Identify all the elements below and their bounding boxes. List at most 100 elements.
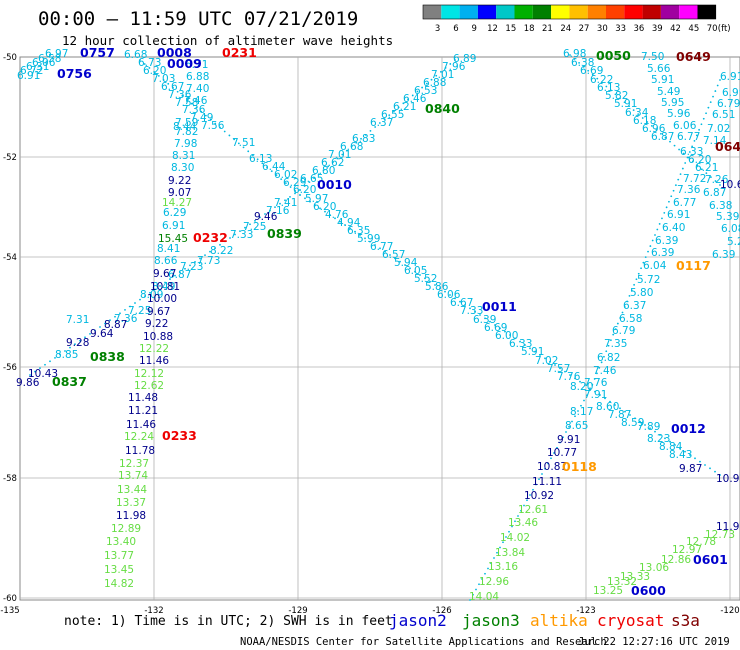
color-scale-swatch — [551, 5, 569, 19]
pass-time-label: 0649 — [676, 49, 711, 64]
wave-height-value: 6.88 — [186, 71, 209, 83]
wave-height-value: 14.02 — [500, 532, 530, 544]
pass-time-label: 0840 — [425, 101, 460, 116]
track-dot — [666, 206, 668, 208]
track-dot — [674, 145, 676, 147]
wave-height-value: 6.08 — [721, 223, 740, 235]
wave-height-value: 5.80 — [630, 287, 653, 299]
wave-height-value: 13.37 — [116, 497, 146, 509]
pass-time-label: 0231 — [222, 45, 257, 60]
track-dot — [703, 118, 705, 120]
header: 00:00 – 11:59 UTC 07/21/2019 12 hour col… — [38, 8, 393, 48]
wave-height-value: 12.12 — [134, 368, 164, 380]
track-dot — [709, 467, 711, 469]
track-dot — [670, 195, 672, 197]
track-dot — [682, 168, 684, 170]
color-scale-unit: (ft) — [718, 24, 731, 34]
wave-height-value: 6.21 — [695, 162, 718, 174]
wave-height-value: 6.91 — [720, 71, 740, 83]
wave-height-value: 12.61 — [518, 504, 548, 516]
wave-height-value: 7.82 — [175, 126, 198, 138]
x-tick-label: -135 — [0, 606, 19, 616]
wave-height-value: 10.97 — [716, 473, 740, 485]
pass-time-label: 0838 — [90, 349, 125, 364]
wave-height-value: 7.50 — [641, 51, 664, 63]
wave-height-value: 5.91 — [651, 74, 674, 86]
satellite-legend-s3a: s3a — [671, 611, 700, 630]
wave-height-value: 14.04 — [469, 591, 499, 603]
footer-note: note: 1) Time is in UTC; 2) SWH is in fe… — [64, 614, 393, 629]
pass-time-label: 0050 — [596, 48, 631, 63]
wave-height-value: 9.46 — [254, 211, 278, 223]
footer: note: 1) Time is in UTC; 2) SWH is in fe… — [64, 611, 730, 648]
track-dot — [247, 150, 249, 152]
wave-height-value: 12.37 — [119, 458, 149, 470]
satellite-legend-altika: altika — [530, 611, 588, 630]
wave-height-value: 13.44 — [117, 484, 147, 496]
track-dot — [44, 364, 46, 366]
footer-timestamp: Jul 22 12:27:16 UTC 2019 — [578, 636, 730, 648]
wave-height-value: 5.2 — [727, 236, 740, 248]
color-scale-label: 45 — [688, 24, 699, 34]
wave-height-value: 6.58 — [619, 313, 642, 325]
color-scale-label: 36 — [634, 24, 645, 34]
wave-height-value: 7.98 — [174, 138, 197, 150]
color-scale-label: 33 — [615, 24, 626, 34]
wave-height-value: 8.85 — [55, 349, 78, 361]
color-scale-swatch — [606, 5, 624, 19]
wave-height-value: 7.36 — [677, 184, 701, 196]
color-scale-label: 15 — [505, 24, 516, 34]
pass-time-label: 0009 — [167, 56, 202, 71]
wave-height-value: 10.81 — [150, 281, 180, 293]
pass-time-label: 0601 — [693, 552, 728, 567]
wave-height-value: 7.56 — [201, 120, 225, 132]
color-scale-swatch — [569, 5, 587, 19]
track-dot — [656, 229, 658, 231]
wave-height-value: 14.27 — [162, 197, 192, 209]
satellite-legend-cryosat: cryosat — [597, 611, 664, 630]
wave-height-value: 8.66 — [154, 255, 178, 267]
wave-height-value: 10.88 — [143, 331, 173, 343]
track-dot — [640, 267, 642, 269]
satellite-legend-jason3: jason3 — [462, 611, 520, 630]
y-tick-label: -56 — [3, 363, 17, 373]
wave-height-value: 10.00 — [147, 293, 177, 305]
wave-height-value: 12.24 — [124, 431, 154, 443]
wave-height-value: 7.02 — [707, 123, 730, 135]
wave-height-value: 15.45 — [158, 233, 188, 245]
satellite-legend-jason2: jason2 — [389, 611, 447, 630]
wave-height-value: 6.91 — [162, 220, 185, 232]
wave-height-value: 8.17 — [570, 406, 593, 418]
wave-height-value: 8.30 — [171, 162, 194, 174]
wave-height-value: 10.6 — [720, 179, 740, 191]
wave-height-value: 7.51 — [232, 137, 255, 149]
footer-credit: NOAA/NESDIS Center for Satellite Applica… — [240, 636, 607, 648]
wave-height-value: 6.40 — [662, 222, 685, 234]
track-dot — [647, 251, 649, 253]
track-dot — [712, 96, 714, 98]
wave-height-value: 6.79 — [612, 325, 635, 337]
track-dot — [659, 223, 661, 225]
track-dot — [701, 123, 703, 125]
map-title: 00:00 – 11:59 UTC 07/21/2019 — [38, 8, 358, 30]
pass-time-label: 0117 — [676, 258, 711, 273]
wave-height-value: 11.21 — [128, 405, 158, 417]
track-dot — [229, 135, 231, 137]
altimeter-wave-height-map: 00:00 – 11:59 UTC 07/21/2019 12 hour col… — [0, 0, 740, 650]
color-scale-swatch — [496, 5, 514, 19]
track-dot — [717, 85, 719, 87]
satellite-legend: jason2 jason3 altika cryosat s3a — [389, 611, 700, 630]
pass-time-label: 0232 — [193, 230, 228, 245]
track-dot — [677, 179, 679, 181]
color-scale-label: 70 — [707, 24, 718, 34]
wave-height-value: 12.22 — [139, 343, 169, 355]
wave-height-value: 9.86 — [16, 377, 40, 389]
pass-time-label: 0756 — [57, 66, 92, 81]
wave-height-value: 6.39 — [651, 247, 674, 259]
color-scale-swatch — [423, 5, 441, 19]
color-scale-label: 24 — [560, 24, 571, 34]
wave-height-value: 8.87 — [104, 319, 127, 331]
y-tick-label: -58 — [3, 474, 17, 484]
wave-height-value: 6.82 — [597, 352, 620, 364]
color-scale-swatch — [515, 5, 533, 19]
